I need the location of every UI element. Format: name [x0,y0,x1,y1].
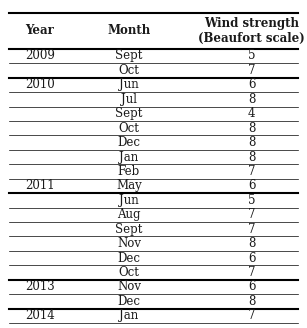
Text: Wind strength
(Beaufort scale): Wind strength (Beaufort scale) [198,17,305,45]
Text: 8: 8 [248,93,255,106]
Text: 8: 8 [248,151,255,164]
Text: Year: Year [25,25,54,37]
Text: 8: 8 [248,122,255,135]
Text: Jun: Jun [119,78,139,92]
Text: 8: 8 [248,136,255,149]
Text: 7: 7 [248,208,255,221]
Text: Nov: Nov [117,280,141,294]
Text: 7: 7 [248,165,255,178]
Text: 8: 8 [248,237,255,250]
Text: 2011: 2011 [25,179,55,193]
Text: Sept: Sept [115,107,143,120]
Text: Oct: Oct [119,266,139,279]
Text: Oct: Oct [119,122,139,135]
Text: 5: 5 [248,50,255,63]
Text: 2014: 2014 [25,309,55,322]
Text: 6: 6 [248,78,255,92]
Text: Jun: Jun [119,194,139,207]
Text: Oct: Oct [119,64,139,77]
Text: 6: 6 [248,252,255,265]
Text: 6: 6 [248,280,255,294]
Text: 4: 4 [248,107,255,120]
Text: Sept: Sept [115,223,143,236]
Text: 2010: 2010 [25,78,55,92]
Text: 7: 7 [248,309,255,322]
Text: Dec: Dec [118,252,140,265]
Text: 7: 7 [248,266,255,279]
Text: Jul: Jul [121,93,137,106]
Text: Feb: Feb [118,165,140,178]
Text: Dec: Dec [118,295,140,308]
Text: Jan: Jan [119,309,138,322]
Text: Aug: Aug [117,208,141,221]
Text: 7: 7 [248,64,255,77]
Text: Month: Month [107,25,150,37]
Text: 2009: 2009 [25,50,55,63]
Text: 8: 8 [248,295,255,308]
Text: 6: 6 [248,179,255,193]
Text: Sept: Sept [115,50,143,63]
Text: Dec: Dec [118,136,140,149]
Text: Nov: Nov [117,237,141,250]
Text: 5: 5 [248,194,255,207]
Text: 7: 7 [248,223,255,236]
Text: 2013: 2013 [25,280,55,294]
Text: Jan: Jan [119,151,138,164]
Text: May: May [116,179,142,193]
